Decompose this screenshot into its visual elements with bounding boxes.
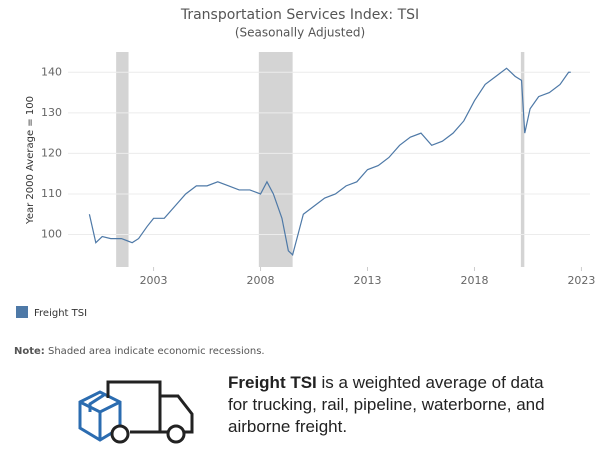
x-tick-label: 2008	[247, 274, 275, 287]
data-line	[88, 67, 571, 256]
legend-swatch	[16, 306, 28, 318]
recession-band	[258, 52, 293, 267]
y-axis-label: Year 2000 Average = 100	[25, 96, 36, 225]
y-tick-label: 110	[41, 187, 62, 200]
x-tick-label: 2013	[354, 274, 382, 287]
y-tick-label: 120	[41, 146, 62, 159]
y-tick-label: 140	[41, 65, 62, 78]
note-text: Shaded area indicate economic recessions…	[48, 346, 265, 357]
chart-title: Transportation Services Index: TSI	[180, 7, 419, 23]
x-tick-label: 2003	[140, 274, 168, 287]
chart-subtitle: (Seasonally Adjusted)	[235, 26, 365, 40]
description: Freight TSI is a weighted average of dat…	[228, 372, 558, 438]
recession-band	[116, 52, 129, 267]
recession-band	[520, 52, 525, 267]
x-tick-label: 2023	[567, 274, 595, 287]
y-tick-label: 130	[41, 106, 62, 119]
x-tick-label: 2018	[460, 274, 488, 287]
description-text: is a weighted average of data for trucki…	[228, 373, 545, 436]
note-label: Note:	[14, 346, 45, 357]
description-bold: Freight TSI	[228, 373, 317, 392]
note: Note: Shaded area indicate economic rece…	[14, 346, 265, 357]
y-tick-label: 100	[41, 228, 62, 241]
legend-label: Freight TSI	[34, 308, 87, 319]
truck-icon	[78, 380, 194, 444]
